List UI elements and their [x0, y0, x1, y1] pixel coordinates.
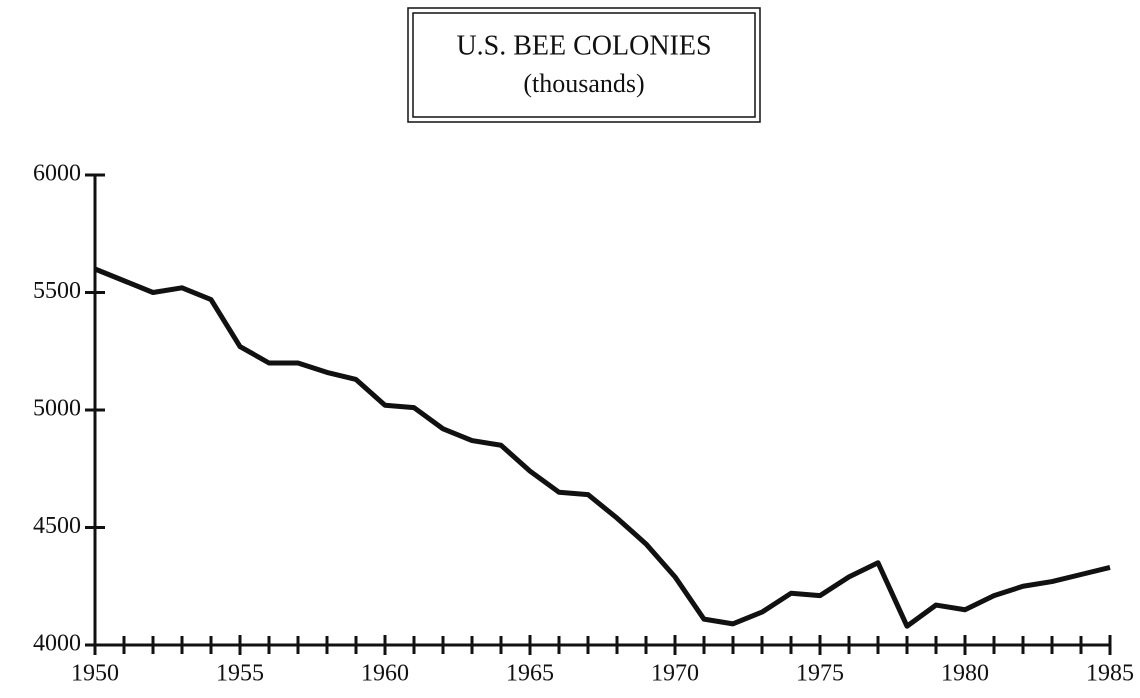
- x-tick-label: 1965: [506, 661, 554, 687]
- y-tick-label: 4500: [33, 513, 81, 539]
- x-tick-label: 1975: [796, 661, 844, 687]
- x-tick-label: 1980: [941, 661, 989, 687]
- x-tick-label: 1985: [1086, 661, 1134, 687]
- y-tick-label: 5500: [33, 278, 81, 304]
- x-tick-label: 1970: [651, 661, 699, 687]
- y-tick-label: 5000: [33, 396, 81, 422]
- data-line: [94, 266, 1111, 629]
- x-tick-label: 1950: [71, 661, 119, 687]
- y-tick-label: 6000: [33, 161, 81, 187]
- x-tick-label: 1960: [361, 661, 409, 687]
- chart-subtitle: (thousands): [523, 69, 644, 98]
- y-tick-label: 4000: [33, 631, 81, 657]
- title-box-inner: [412, 12, 756, 118]
- title-box-outer: [407, 7, 761, 123]
- x-tick-label: 1955: [216, 661, 264, 687]
- chart-title: U.S. BEE COLONIES: [456, 30, 711, 61]
